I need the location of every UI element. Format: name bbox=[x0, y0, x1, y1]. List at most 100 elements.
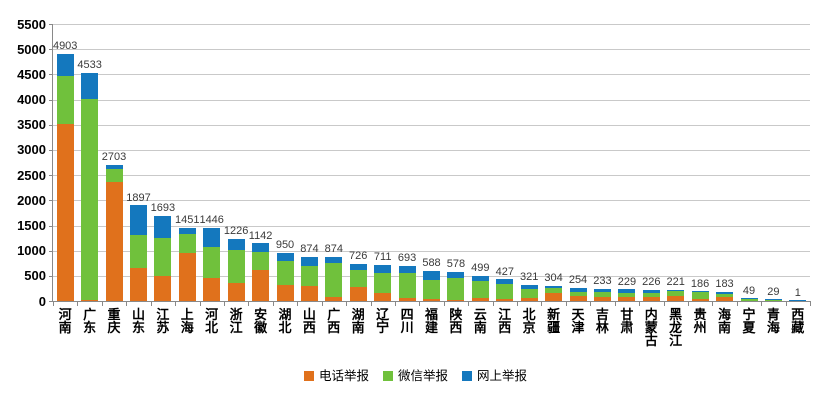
bar-segment-wechat-reports bbox=[496, 284, 514, 300]
x-axis-category-label: 内蒙古 bbox=[644, 307, 658, 348]
bar-segment-phone-reports bbox=[447, 299, 465, 301]
x-axis-tick bbox=[541, 302, 543, 306]
bar-total-label: 1 bbox=[794, 286, 801, 299]
x-axis-tick bbox=[639, 302, 641, 306]
bar-segment-phone-reports bbox=[398, 298, 416, 301]
bar-segment-online-reports bbox=[105, 164, 123, 170]
bar-segment-online-reports bbox=[642, 289, 660, 294]
bar-segment-wechat-reports bbox=[691, 292, 709, 300]
y-axis-tick bbox=[49, 149, 53, 151]
x-axis-tick bbox=[199, 302, 201, 306]
bar-total-label: 183 bbox=[715, 277, 734, 290]
x-axis-category-label: 青海 bbox=[766, 307, 780, 335]
y-axis-tick bbox=[49, 250, 53, 252]
x-axis-tick bbox=[419, 302, 421, 306]
x-axis-tick bbox=[101, 302, 103, 306]
bar-segment-online-reports bbox=[423, 271, 440, 280]
bar-segment-wechat-reports bbox=[325, 263, 343, 297]
x-axis-category-label: 吉林 bbox=[595, 307, 609, 335]
gridline bbox=[53, 99, 810, 101]
x-axis-tick bbox=[565, 302, 567, 306]
legend-swatch-online-reports bbox=[462, 371, 472, 381]
x-axis-category-label: 湖南 bbox=[351, 307, 365, 335]
bar-total-label: 1446 bbox=[199, 214, 224, 227]
x-axis-tick bbox=[346, 302, 347, 306]
x-axis-category-label: 湖北 bbox=[278, 307, 292, 335]
bar-total-label: 254 bbox=[568, 274, 588, 287]
bar-total-label: 29 bbox=[767, 285, 780, 298]
bar-total-label: 4903 bbox=[52, 40, 78, 53]
bar-segment-phone-reports bbox=[203, 278, 221, 301]
bar-segment-phone-reports bbox=[81, 299, 99, 301]
x-axis-category-label: 天津 bbox=[571, 307, 585, 335]
x-axis-category-label: 北京 bbox=[522, 307, 536, 335]
bar-segment-phone-reports bbox=[545, 292, 563, 301]
x-axis-category-label: 西藏 bbox=[791, 307, 805, 335]
bar-total-label: 1451 bbox=[175, 213, 200, 226]
bar-segment-phone-reports bbox=[716, 297, 733, 301]
y-axis-tick-label: 4000 bbox=[17, 92, 46, 107]
y-axis-tick bbox=[49, 99, 53, 101]
bar-segment-wechat-reports bbox=[81, 99, 99, 300]
x-axis-category-label: 山西 bbox=[302, 307, 316, 335]
bar-segment-wechat-reports bbox=[593, 292, 611, 297]
y-axis-tick-label: 1500 bbox=[17, 218, 46, 233]
bar-segment-wechat-reports bbox=[203, 246, 221, 279]
bar-segment-wechat-reports bbox=[105, 169, 123, 182]
bar-segment-phone-reports bbox=[569, 295, 587, 301]
bar-segment-wechat-reports bbox=[178, 234, 196, 254]
bar-total-label: 874 bbox=[324, 243, 343, 255]
x-axis-tick bbox=[712, 302, 714, 306]
y-axis-tick-label: 5000 bbox=[17, 41, 46, 57]
bar-segment-wechat-reports bbox=[667, 291, 685, 296]
y-axis-tick bbox=[49, 24, 53, 25]
x-axis-line bbox=[52, 301, 811, 302]
gridline bbox=[53, 175, 810, 177]
bar-total-label: 588 bbox=[422, 257, 441, 270]
bar-total-label: 226 bbox=[642, 275, 661, 288]
bar-segment-online-reports bbox=[691, 291, 709, 293]
x-axis-category-label: 辽宁 bbox=[376, 307, 390, 335]
bar-segment-online-reports bbox=[545, 285, 563, 289]
x-axis-category-label: 甘肃 bbox=[620, 307, 634, 335]
x-axis-category-label: 陕西 bbox=[449, 307, 463, 335]
bar-segment-wechat-reports bbox=[642, 293, 660, 298]
x-axis-category-label: 重庆 bbox=[107, 307, 121, 335]
legend-swatch-wechat-reports bbox=[382, 371, 393, 381]
bar-segment-phone-reports bbox=[642, 297, 660, 301]
bar-segment-wechat-reports bbox=[545, 288, 563, 293]
y-axis-tick-label: 4500 bbox=[17, 66, 46, 82]
x-axis-tick bbox=[590, 302, 592, 306]
bar-segment-online-reports bbox=[447, 271, 465, 278]
bar-segment-wechat-reports bbox=[227, 249, 245, 283]
gridline bbox=[53, 74, 810, 76]
x-axis-tick bbox=[321, 302, 323, 306]
legend-label: 微信举报 bbox=[397, 369, 448, 383]
bar-total-label: 1142 bbox=[248, 229, 273, 242]
bar-segment-phone-reports bbox=[227, 282, 245, 301]
bar-segment-online-reports bbox=[520, 284, 538, 290]
legend-item-online-reports: 网上举报 bbox=[462, 369, 527, 383]
bar-segment-phone-reports bbox=[178, 253, 196, 301]
x-axis-category-label: 四川 bbox=[400, 307, 414, 335]
x-axis-tick bbox=[77, 302, 79, 306]
bar-total-label: 693 bbox=[397, 252, 417, 265]
bar-segment-phone-reports bbox=[667, 295, 685, 301]
bar-total-label: 1693 bbox=[150, 201, 176, 214]
y-axis-tick-label: 2000 bbox=[17, 192, 46, 208]
bar-segment-online-reports bbox=[178, 227, 196, 235]
legend-label: 网上举报 bbox=[477, 369, 528, 383]
x-axis-tick bbox=[761, 302, 763, 306]
gridline bbox=[53, 250, 810, 252]
bar-segment-phone-reports bbox=[691, 299, 709, 301]
bar-segment-wechat-reports bbox=[130, 235, 147, 269]
bar-segment-online-reports bbox=[154, 215, 172, 239]
bar-total-label: 233 bbox=[593, 275, 612, 288]
x-axis-category-label: 河北 bbox=[205, 307, 219, 335]
bar-segment-phone-reports bbox=[349, 286, 367, 301]
gridline bbox=[53, 225, 810, 227]
y-axis-tick bbox=[49, 74, 53, 76]
x-axis-category-label: 云南 bbox=[473, 307, 487, 335]
x-axis-category-label: 黑龙江 bbox=[669, 307, 683, 348]
bar-segment-online-reports bbox=[667, 289, 685, 292]
